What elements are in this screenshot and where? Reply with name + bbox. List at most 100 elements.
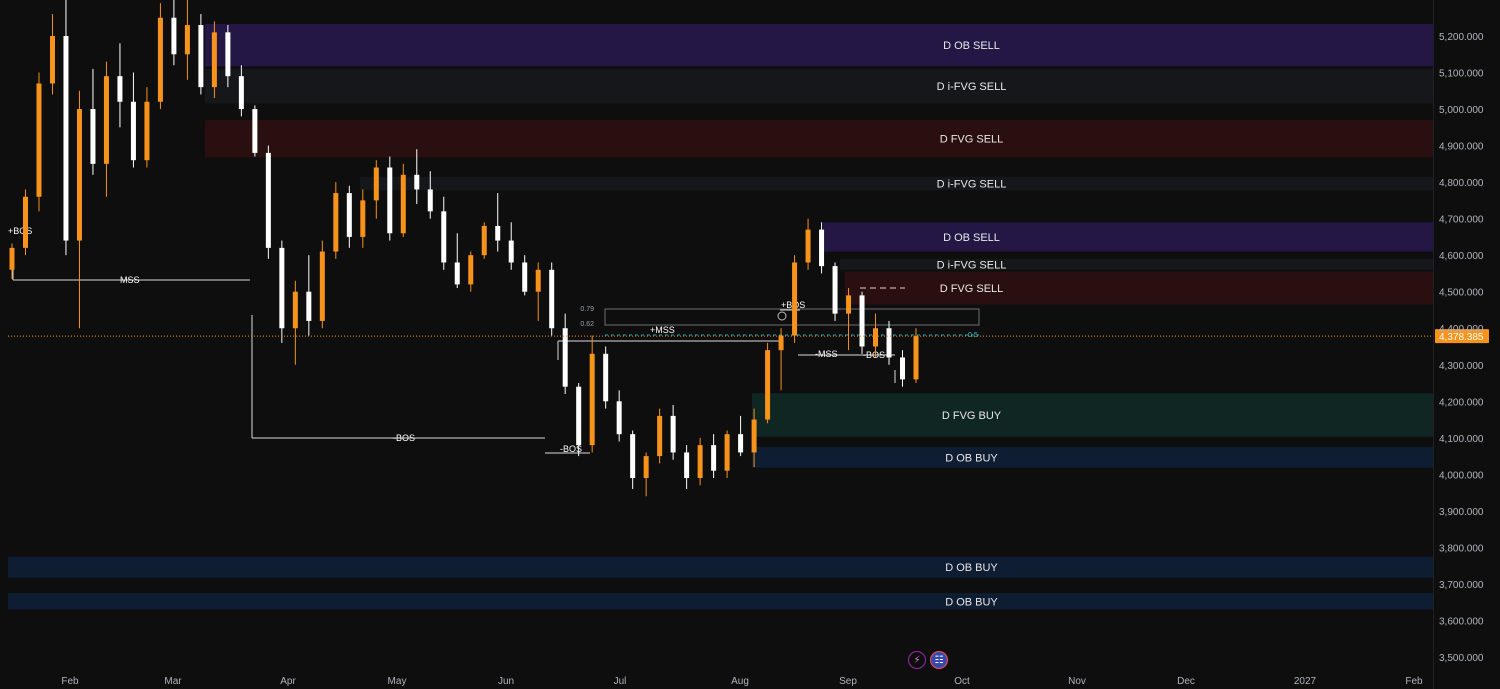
structure-label-7: -BOS <box>863 350 885 360</box>
candle-body-8 <box>117 76 123 102</box>
candle-body-31 <box>427 189 433 212</box>
candle-body-54 <box>738 434 744 453</box>
last-price-label: 4,378.385 <box>1439 332 1484 343</box>
lightning-icon[interactable]: ⚡ <box>908 651 926 669</box>
x-tick-12: Feb <box>1405 676 1423 687</box>
candle-body-1 <box>22 196 28 248</box>
candle-body-0 <box>9 247 15 270</box>
y-tick-3: 4,900.000 <box>1439 142 1484 153</box>
y-tick-1: 5,100.000 <box>1439 69 1484 80</box>
candle-body-27 <box>373 167 379 201</box>
candle-body-12 <box>171 17 177 55</box>
candle-body-14 <box>198 25 204 88</box>
candle-body-23 <box>319 251 325 321</box>
zone-label-8: D OB BUY <box>945 452 998 464</box>
candle-body-65 <box>886 328 892 358</box>
candle-body-50 <box>684 452 690 479</box>
candle-body-44 <box>603 353 609 402</box>
x-tick-4: Jun <box>498 676 514 687</box>
zone-label-4: D OB SELL <box>943 232 1000 244</box>
x-tick-2: Apr <box>280 676 296 687</box>
zone-1 <box>205 68 1433 104</box>
y-tick-5: 4,700.000 <box>1439 215 1484 226</box>
candle-body-20 <box>279 247 285 329</box>
zone-4 <box>823 222 1433 252</box>
candle-body-25 <box>346 193 352 237</box>
structure-label-0: +BOS <box>8 226 32 236</box>
zone-label-10: D OB BUY <box>945 596 998 608</box>
y-tick-12: 4,000.000 <box>1439 470 1484 481</box>
zone-8 <box>752 446 1433 468</box>
zone-9 <box>8 556 1433 578</box>
zone-7 <box>752 393 1433 437</box>
zone-label-0: D OB SELL <box>943 40 1000 52</box>
candle-body-39 <box>535 269 541 292</box>
candle-body-48 <box>657 415 663 457</box>
candle-body-13 <box>184 25 190 55</box>
fib-label-0.62: 0.62 <box>580 321 594 328</box>
candle-body-33 <box>454 262 460 285</box>
candle-body-11 <box>157 17 163 102</box>
candle-body-29 <box>400 174 406 234</box>
candle-body-16 <box>225 32 231 77</box>
candle-body-15 <box>211 32 217 88</box>
candle-body-53 <box>724 434 730 471</box>
us-flag-icon[interactable]: ☷ <box>930 651 948 669</box>
candle-body-67 <box>913 336 919 380</box>
candle-body-30 <box>414 174 420 190</box>
x-tick-11: 2027 <box>1294 676 1317 687</box>
y-tick-13: 3,900.000 <box>1439 507 1484 518</box>
zone-label-5: D i-FVG SELL <box>937 259 1007 271</box>
candle-body-45 <box>616 401 622 435</box>
candle-body-32 <box>441 211 447 263</box>
y-tick-4: 4,800.000 <box>1439 178 1484 189</box>
zone-0 <box>205 23 1433 67</box>
candle-body-57 <box>778 335 784 351</box>
zone-label-9: D OB BUY <box>945 562 998 574</box>
x-tick-8: Oct <box>954 676 970 687</box>
x-tick-5: Jul <box>614 676 627 687</box>
price-axis[interactable] <box>1433 0 1500 689</box>
y-tick-8: 4,400.000 <box>1439 324 1484 335</box>
candle-body-56 <box>765 350 771 420</box>
candle-body-9 <box>130 101 136 161</box>
candle-body-64 <box>873 328 879 347</box>
candle-body-36 <box>495 225 501 241</box>
candle-body-41 <box>562 328 568 387</box>
zone-3 <box>360 176 1433 191</box>
x-tick-0: Feb <box>61 676 79 687</box>
candle-body-6 <box>90 109 96 164</box>
candle-body-42 <box>576 386 582 446</box>
candle-body-47 <box>643 456 649 479</box>
candle-body-40 <box>549 269 555 329</box>
candle-body-43 <box>589 353 595 446</box>
candle-body-26 <box>360 200 366 237</box>
candle-body-59 <box>805 229 811 263</box>
y-tick-10: 4,200.000 <box>1439 397 1484 408</box>
zone-2 <box>205 120 1433 158</box>
candle-body-21 <box>292 291 298 329</box>
candle-body-60 <box>819 229 825 267</box>
target-marker <box>777 311 787 321</box>
candle-body-38 <box>522 262 528 292</box>
y-tick-7: 4,500.000 <box>1439 288 1484 299</box>
x-tick-3: May <box>388 676 407 687</box>
candle-body-55 <box>751 419 757 453</box>
candle-body-22 <box>306 291 312 321</box>
structure-label-1: MSS <box>120 275 140 285</box>
zone-label-2: D FVG SELL <box>940 134 1004 146</box>
candle-body-7 <box>103 76 109 164</box>
last-price-badge <box>1435 329 1489 344</box>
candle-body-61 <box>832 266 838 314</box>
structure-label-4: +MSS <box>650 325 675 335</box>
candle-body-4 <box>63 36 69 241</box>
y-tick-15: 3,700.000 <box>1439 580 1484 591</box>
zone-label-3: D i-FVG SELL <box>937 178 1007 190</box>
structure-label-6: -MSS <box>815 349 838 359</box>
zone-5 <box>840 258 1433 270</box>
candle-body-37 <box>508 240 514 263</box>
x-tick-10: Dec <box>1177 676 1195 687</box>
y-tick-9: 4,300.000 <box>1439 361 1484 372</box>
